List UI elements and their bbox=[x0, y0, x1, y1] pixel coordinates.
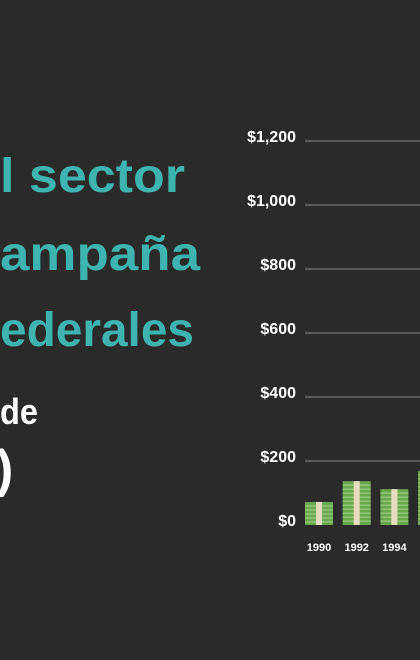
y-tick-label: $1,200 bbox=[247, 129, 296, 146]
bar-strap bbox=[353, 481, 360, 525]
headline-line: ampaña bbox=[0, 228, 200, 281]
y-tick-label: $1,000 bbox=[247, 193, 296, 210]
y-tick-label: $800 bbox=[260, 257, 296, 274]
bar-strap bbox=[316, 501, 322, 525]
subtitle-line: ) bbox=[0, 440, 13, 498]
headline-line: ederales bbox=[0, 304, 194, 357]
bar-strap bbox=[391, 489, 398, 525]
y-tick-label: $200 bbox=[260, 449, 296, 466]
subtitle-line: de bbox=[0, 391, 38, 432]
y-tick-label: $400 bbox=[260, 385, 296, 402]
y-tick-label: $600 bbox=[260, 321, 296, 338]
x-tick-label: 1994 bbox=[382, 542, 407, 554]
y-tick-label: $0 bbox=[278, 513, 296, 530]
x-tick-label: 1992 bbox=[344, 542, 368, 554]
headline-line: l sector bbox=[0, 150, 185, 203]
x-tick-label: 1990 bbox=[307, 542, 331, 554]
bar bbox=[418, 470, 420, 525]
